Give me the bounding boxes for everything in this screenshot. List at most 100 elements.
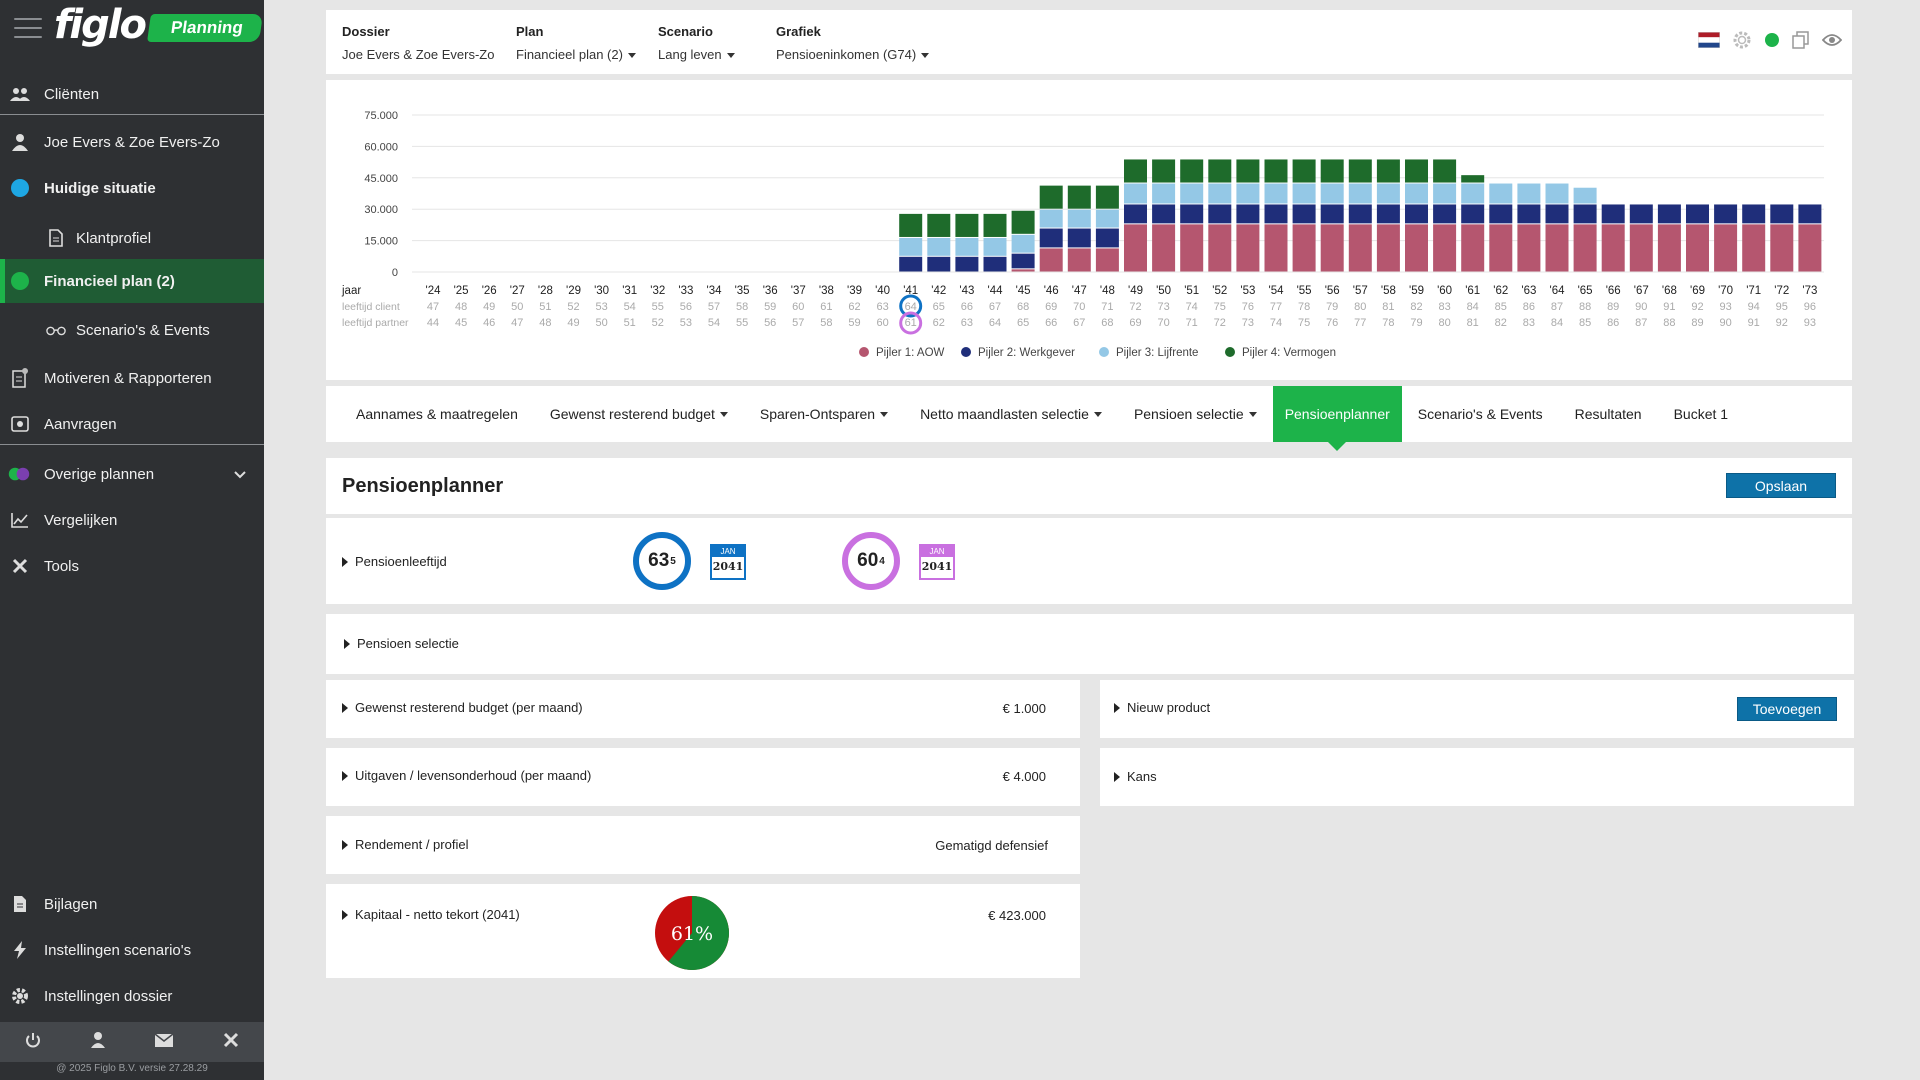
age-partner-label: 67 [1073, 317, 1085, 329]
age-partner-label: 46 [483, 317, 495, 329]
budget-label: Gewenst resterend budget (per maand) [355, 700, 583, 715]
flag-nl-icon[interactable] [1697, 31, 1721, 53]
bar-segment [1798, 204, 1822, 224]
bar-segment [1489, 183, 1513, 204]
grafiek-select[interactable]: Pensioeninkomen (G74) [776, 47, 930, 62]
age-partner-label: 78 [1382, 317, 1394, 329]
budget-toggle[interactable]: Gewenst resterend budget (per maand) [342, 700, 583, 715]
menu-icon[interactable] [14, 18, 42, 38]
age-client-label: 69 [1045, 301, 1057, 313]
rendement-toggle[interactable]: Rendement / profiel [342, 837, 468, 852]
y-tick-label: 75.000 [364, 110, 398, 122]
sidebar-item-klantprofiel[interactable]: Klantprofiel [0, 218, 264, 258]
age-partner-label: 71 [1186, 317, 1198, 329]
tab-pensioen-selectie[interactable]: Pensioen selectie [1118, 386, 1273, 442]
x-tick-label: '26 [482, 285, 497, 297]
partner-age-ring[interactable]: 60 4 [842, 532, 900, 590]
chevron-down-icon[interactable] [234, 466, 246, 483]
bar-segment [1180, 183, 1204, 204]
sidebar-item-aanvragen[interactable]: Aanvragen [0, 404, 264, 444]
tab-gewenst-resterend-budget[interactable]: Gewenst resterend budget [534, 386, 744, 442]
age-client-label: 85 [1495, 301, 1507, 313]
x-tick-label: '68 [1662, 285, 1677, 297]
sidebar-item-huidige-situatie[interactable]: Huidige situatie [0, 168, 264, 208]
plan-select[interactable]: Financieel plan (2) [516, 47, 636, 62]
bar-segment [1686, 204, 1709, 224]
bar-segment [1517, 183, 1541, 204]
tab-pensioenplanner[interactable]: Pensioenplanner [1272, 386, 1402, 451]
tab-netto-maandlasten-selectie[interactable]: Netto maandlasten selectie [904, 386, 1118, 442]
tab-bucket-1[interactable]: Bucket 1 [1658, 386, 1744, 442]
bar-segment [1320, 204, 1344, 224]
bar-segment [1011, 234, 1035, 253]
kapitaal-toggle[interactable]: Kapitaal - netto tekort (2041) [342, 907, 520, 922]
x-tick-label: '72 [1774, 285, 1789, 297]
sidebar-item-financieel-plan[interactable]: Financieel plan (2) [0, 259, 264, 303]
bar-segment [1348, 224, 1372, 272]
kans-toggle[interactable]: Kans [1114, 769, 1157, 784]
x-tick-label: '29 [566, 285, 581, 297]
sidebar-item-label: Cliënten [44, 85, 100, 103]
tab-sparen-ontsparen[interactable]: Sparen-Ontsparen [744, 386, 904, 442]
save-button[interactable]: Opslaan [1726, 473, 1836, 498]
plan-field: Plan Financieel plan (2) [516, 24, 636, 62]
x-tick-label: '58 [1381, 285, 1396, 297]
sidebar-item-scenarios[interactable]: Scenario's & Events [0, 310, 264, 350]
client-age-ring[interactable]: 63 5 [633, 532, 691, 590]
user-icon[interactable] [91, 1031, 105, 1053]
tab-resultaten[interactable]: Resultaten [1559, 386, 1658, 442]
sidebar-item-label: Financieel plan (2) [44, 272, 175, 290]
bar-segment [1180, 224, 1204, 272]
copy-icon[interactable] [1792, 31, 1810, 54]
age-client-label: 63 [876, 301, 888, 313]
tab-scenario-s-events[interactable]: Scenario's & Events [1402, 386, 1559, 442]
age-partner-label: 65 [1017, 317, 1029, 329]
add-product-button[interactable]: Toevoegen [1737, 697, 1837, 721]
nieuw-product-toggle[interactable]: Nieuw product [1114, 700, 1210, 715]
bar-segment [1320, 224, 1344, 272]
bar-segment [1517, 204, 1541, 224]
sidebar-item-overige-plannen[interactable]: Overige plannen [0, 454, 264, 494]
mail-icon[interactable] [154, 1032, 174, 1052]
x-tick-label: '64 [1550, 285, 1566, 297]
client-calendar-icon[interactable]: JAN 2041 [710, 544, 746, 580]
sidebar-item-instellingen-scenarios[interactable]: Instellingen scenario's [0, 930, 264, 970]
sidebar-item-vergelijken[interactable]: Vergelijken [0, 500, 264, 540]
age-client-label: 94 [1748, 301, 1760, 313]
age-client-label: 58 [736, 301, 748, 313]
x-tick-label: '63 [1521, 285, 1536, 297]
eye-icon[interactable] [1821, 33, 1843, 52]
age-client-label: 71 [1101, 301, 1113, 313]
sidebar-item-dossier[interactable]: Joe Evers & Zoe Evers-Zo [0, 122, 264, 162]
age-partner-label: 84 [1551, 317, 1563, 329]
caret-down-icon [921, 53, 930, 59]
power-icon[interactable] [25, 1032, 41, 1053]
age-partner-label: 72 [1214, 317, 1226, 329]
partner-calendar-icon[interactable]: JAN 2041 [919, 544, 955, 580]
kans-panel: Kans [1100, 748, 1854, 806]
age-partner-label: 52 [652, 317, 664, 329]
expand-triangle-icon [1114, 702, 1120, 713]
sidebar-item-motiveren[interactable]: Motiveren & Rapporteren [0, 358, 264, 398]
tab-aannames-maatregelen[interactable]: Aannames & maatregelen [326, 386, 534, 442]
tools-icon[interactable] [223, 1032, 239, 1053]
legend-label: Pijler 3: Lijfrente [1116, 347, 1198, 359]
sidebar-item-tools[interactable]: Tools [0, 546, 264, 586]
partner-age-months: 4 [879, 555, 885, 567]
pensioenleeftijd-toggle[interactable]: Pensioenleeftijd [342, 554, 447, 569]
age-client-label: 77 [1270, 301, 1282, 313]
scenario-select[interactable]: Lang leven [658, 47, 735, 62]
sidebar-item-bijlagen[interactable]: Bijlagen [0, 884, 264, 924]
sidebar-item-instellingen-dossier[interactable]: Instellingen dossier [0, 976, 264, 1016]
age-partner-label: 55 [736, 317, 748, 329]
pensioen-selectie-toggle[interactable]: Pensioen selectie [344, 636, 459, 651]
bar-segment [1405, 224, 1428, 272]
uitgaven-toggle[interactable]: Uitgaven / levensonderhoud (per maand) [342, 768, 591, 783]
page-title: Pensioenplanner [342, 475, 504, 497]
kapitaal-panel: Kapitaal - netto tekort (2041) 61% € 423… [326, 884, 1080, 978]
age-partner-label: 44 [427, 317, 439, 329]
age-client-label: 88 [1579, 301, 1591, 313]
gear-icon[interactable] [1732, 30, 1752, 55]
caret-down-icon [880, 411, 889, 417]
sidebar-item-clienten[interactable]: Cliënten [0, 74, 264, 114]
